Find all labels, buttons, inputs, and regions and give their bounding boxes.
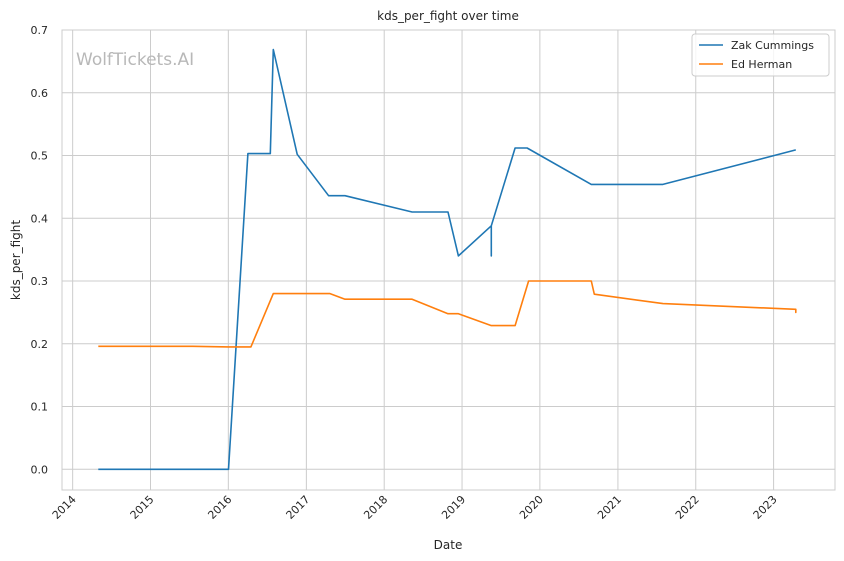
y-tick-labels: 0.0 0.1 0.2 0.3 0.4 0.5 0.6 0.7: [31, 24, 49, 476]
legend-box: [691, 33, 830, 77]
plot-area-frame: [61, 29, 836, 491]
y-axis-label: kds_per_fight: [9, 220, 23, 301]
y-tick-label: 0.0: [31, 463, 49, 476]
y-tick-label: 0.5: [31, 150, 49, 163]
y-tick-label: 0.3: [31, 275, 49, 288]
y-tick-label: 0.7: [31, 24, 49, 37]
y-tick-label: 0.1: [31, 401, 49, 414]
legend-label-ed-herman: Ed Herman: [731, 58, 792, 71]
grid-lines: [62, 29, 835, 490]
series-layer: [98, 48, 797, 471]
series-line-ed-herman: [98, 280, 797, 348]
watermark-text: WolfTickets.AI: [76, 50, 194, 70]
legend: Zak Cummings Ed Herman: [691, 33, 830, 77]
legend-label-zak-cummings: Zak Cummings: [731, 39, 814, 52]
y-tick-label: 0.6: [31, 87, 49, 100]
chart-title: kds_per_fight over time: [377, 9, 519, 23]
y-tick-label: 0.4: [31, 212, 49, 225]
x-axis-label: Date: [434, 538, 463, 552]
series-line-zak-cummings: [98, 48, 797, 471]
y-tick-label: 0.2: [31, 338, 49, 351]
